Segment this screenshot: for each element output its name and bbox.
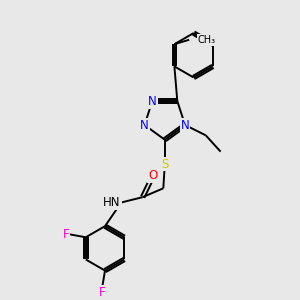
Text: F: F [63, 228, 69, 241]
Text: N: N [181, 118, 189, 131]
Text: N: N [140, 118, 149, 131]
Text: F: F [99, 286, 105, 299]
Text: S: S [161, 158, 169, 170]
Text: N: N [148, 95, 157, 108]
Text: O: O [148, 169, 158, 182]
Text: HN: HN [103, 196, 121, 209]
Text: CH₃: CH₃ [197, 35, 216, 45]
